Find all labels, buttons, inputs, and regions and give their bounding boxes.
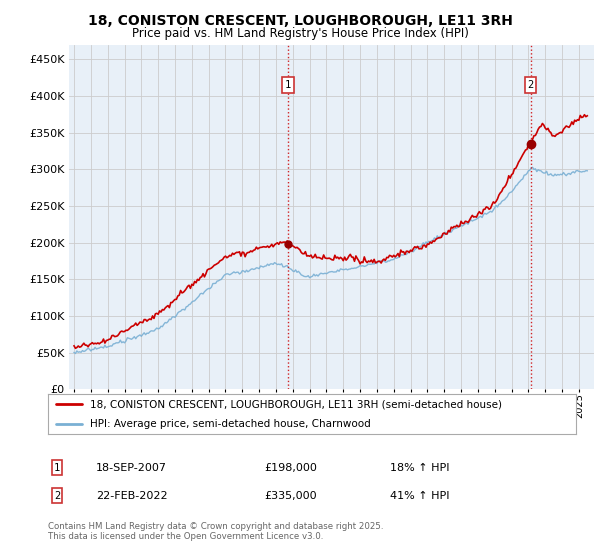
Text: 2: 2	[54, 491, 60, 501]
Text: £198,000: £198,000	[264, 463, 317, 473]
Text: 18% ↑ HPI: 18% ↑ HPI	[390, 463, 449, 473]
Text: 1: 1	[54, 463, 60, 473]
Text: £335,000: £335,000	[264, 491, 317, 501]
Text: 18, CONISTON CRESCENT, LOUGHBOROUGH, LE11 3RH: 18, CONISTON CRESCENT, LOUGHBOROUGH, LE1…	[88, 14, 512, 28]
Text: Contains HM Land Registry data © Crown copyright and database right 2025.
This d: Contains HM Land Registry data © Crown c…	[48, 522, 383, 542]
Text: HPI: Average price, semi-detached house, Charnwood: HPI: Average price, semi-detached house,…	[90, 418, 371, 428]
Text: 22-FEB-2022: 22-FEB-2022	[96, 491, 167, 501]
Text: Price paid vs. HM Land Registry's House Price Index (HPI): Price paid vs. HM Land Registry's House …	[131, 27, 469, 40]
Text: 18, CONISTON CRESCENT, LOUGHBOROUGH, LE11 3RH (semi-detached house): 18, CONISTON CRESCENT, LOUGHBOROUGH, LE1…	[90, 399, 502, 409]
Text: 18-SEP-2007: 18-SEP-2007	[96, 463, 167, 473]
Text: 2: 2	[527, 80, 533, 90]
Text: 41% ↑ HPI: 41% ↑ HPI	[390, 491, 449, 501]
Text: 1: 1	[285, 80, 291, 90]
